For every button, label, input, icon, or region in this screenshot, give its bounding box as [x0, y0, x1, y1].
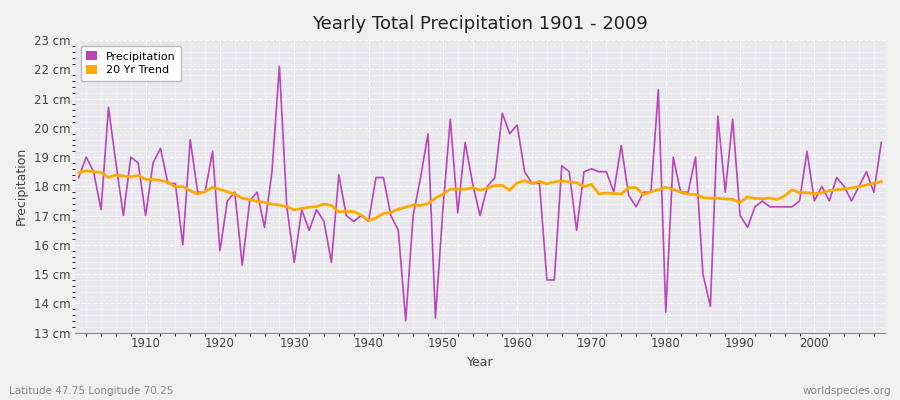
Text: Latitude 47.75 Longitude 70.25: Latitude 47.75 Longitude 70.25 — [9, 386, 174, 396]
Title: Yearly Total Precipitation 1901 - 2009: Yearly Total Precipitation 1901 - 2009 — [312, 15, 648, 33]
Legend: Precipitation, 20 Yr Trend: Precipitation, 20 Yr Trend — [81, 46, 182, 81]
Text: worldspecies.org: worldspecies.org — [803, 386, 891, 396]
Y-axis label: Precipitation: Precipitation — [15, 147, 28, 226]
X-axis label: Year: Year — [467, 356, 493, 369]
